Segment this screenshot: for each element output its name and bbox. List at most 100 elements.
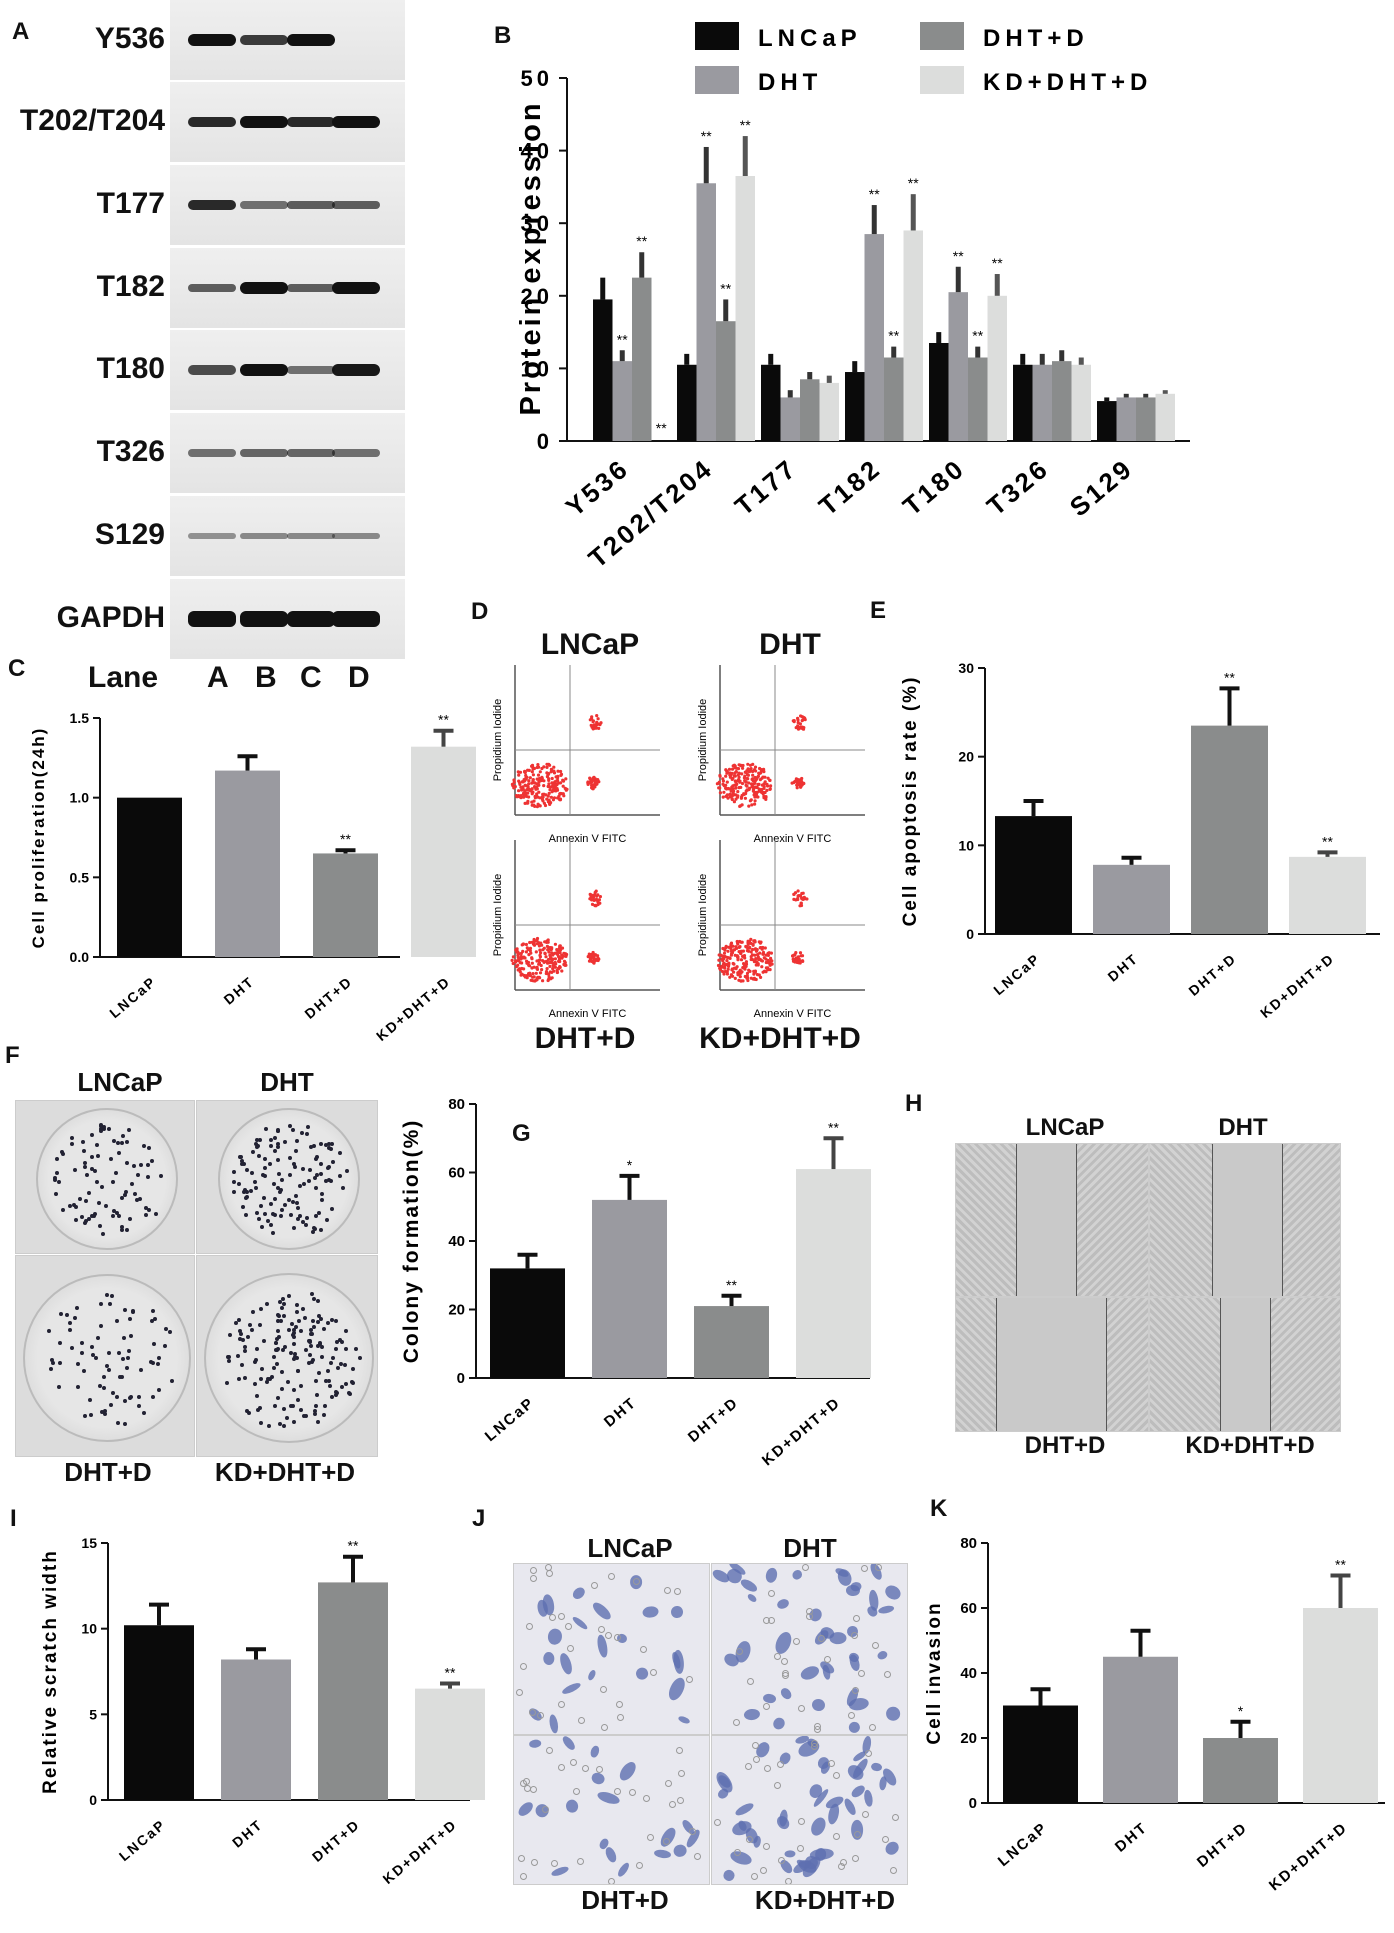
y-tick-label: 10 bbox=[81, 1621, 97, 1637]
flow-event bbox=[718, 786, 722, 790]
flow-event bbox=[754, 949, 759, 953]
flow-event bbox=[533, 804, 537, 809]
membrane-pore bbox=[674, 1588, 682, 1596]
bar bbox=[1052, 361, 1072, 441]
membrane-pore bbox=[774, 1781, 782, 1789]
colony-dot bbox=[127, 1216, 132, 1221]
invading-cell bbox=[842, 1796, 858, 1817]
flow-event bbox=[537, 790, 541, 794]
bar bbox=[780, 397, 800, 441]
colony-dot bbox=[132, 1163, 137, 1168]
flow-event bbox=[590, 779, 595, 783]
flow-event bbox=[792, 892, 796, 897]
membrane-pore bbox=[751, 1873, 759, 1881]
flow-event bbox=[748, 945, 752, 949]
colony-dot bbox=[291, 1199, 296, 1204]
flow-event bbox=[560, 969, 564, 973]
colony-dot bbox=[255, 1137, 260, 1142]
flow-event bbox=[753, 947, 758, 951]
flow-event bbox=[751, 773, 755, 777]
flow-event bbox=[537, 779, 541, 783]
colony-dot bbox=[272, 1213, 277, 1218]
colony-dot bbox=[316, 1370, 321, 1375]
colony-dot bbox=[275, 1336, 280, 1341]
colony-dot bbox=[308, 1353, 313, 1358]
blot-row-label: T326 bbox=[96, 435, 165, 468]
flow-event bbox=[553, 942, 558, 946]
error-bar bbox=[723, 299, 729, 322]
flow-event bbox=[720, 965, 724, 969]
membrane-pore bbox=[778, 1856, 786, 1864]
flow-event bbox=[544, 971, 548, 976]
colony-dot bbox=[280, 1297, 285, 1302]
colony-dot bbox=[262, 1338, 267, 1343]
flow-event bbox=[551, 798, 556, 802]
flow-event bbox=[736, 958, 740, 962]
flow-event bbox=[527, 782, 531, 786]
flow-event bbox=[517, 773, 521, 777]
flow-event bbox=[591, 727, 595, 731]
colony-dot bbox=[268, 1377, 273, 1382]
flow-event bbox=[543, 951, 547, 955]
blot-row-label: T177 bbox=[96, 187, 165, 220]
flow-event bbox=[742, 792, 746, 796]
x-tick-label: LNCaP bbox=[995, 1819, 1051, 1870]
colony-dot bbox=[291, 1162, 296, 1167]
flow-event bbox=[734, 770, 738, 774]
y-axis-label: Relative scratch width bbox=[40, 1549, 61, 1794]
blot-band bbox=[188, 34, 236, 46]
colony-dot bbox=[258, 1420, 263, 1425]
significance-mark: ** bbox=[340, 831, 351, 847]
flow-event bbox=[740, 803, 744, 807]
invading-cell bbox=[883, 1582, 904, 1602]
membrane-pore bbox=[840, 1858, 848, 1866]
colony-dot bbox=[96, 1201, 101, 1206]
flow-event bbox=[512, 786, 516, 790]
flow-event bbox=[549, 795, 554, 799]
flow-event bbox=[734, 783, 738, 787]
membrane-pore bbox=[762, 1617, 770, 1625]
colony-dot bbox=[102, 1412, 107, 1417]
colony-dot bbox=[115, 1141, 120, 1146]
flow-event bbox=[724, 768, 728, 772]
flow-event bbox=[751, 777, 755, 781]
flow-event bbox=[721, 779, 726, 783]
colony-dot bbox=[247, 1323, 252, 1328]
flow-event bbox=[536, 975, 540, 979]
colony-dot bbox=[249, 1171, 254, 1176]
colony-dot bbox=[56, 1179, 61, 1184]
colony-dot bbox=[306, 1360, 311, 1365]
colony-dot bbox=[271, 1354, 276, 1359]
significance-mark: ** bbox=[726, 1277, 737, 1293]
colony-dot bbox=[280, 1178, 285, 1182]
flow-event bbox=[558, 950, 562, 954]
blot-band bbox=[240, 532, 288, 540]
invading-cell bbox=[877, 1604, 895, 1615]
y-tick-label: 40 bbox=[448, 1233, 465, 1250]
colony-dot bbox=[150, 1158, 155, 1163]
flow-event bbox=[545, 762, 549, 766]
colony-dot bbox=[70, 1346, 75, 1351]
invasion-label-kd-dht-d: KD+DHT+D bbox=[754, 1885, 896, 1915]
colony-dot bbox=[294, 1138, 299, 1143]
blot-band bbox=[240, 611, 288, 627]
petri-dish bbox=[218, 1108, 360, 1250]
invasion-photo bbox=[711, 1563, 908, 1735]
flow-event bbox=[547, 977, 551, 982]
colony-dot bbox=[87, 1398, 92, 1403]
flow-event bbox=[531, 972, 535, 976]
colony-dot bbox=[242, 1189, 247, 1194]
membrane-pore bbox=[515, 1688, 523, 1696]
flow-event bbox=[531, 773, 536, 777]
flow-event bbox=[791, 954, 795, 958]
flow-event bbox=[531, 778, 535, 782]
colony-dot bbox=[105, 1363, 110, 1368]
colony-dot bbox=[244, 1212, 249, 1217]
membrane-pore bbox=[760, 1866, 768, 1874]
flow-event bbox=[731, 776, 735, 780]
membrane-pore bbox=[762, 1842, 770, 1850]
colony-dot bbox=[50, 1360, 55, 1365]
colony-dot bbox=[126, 1356, 131, 1361]
invading-cell bbox=[778, 1685, 793, 1702]
flow-event bbox=[536, 773, 541, 777]
